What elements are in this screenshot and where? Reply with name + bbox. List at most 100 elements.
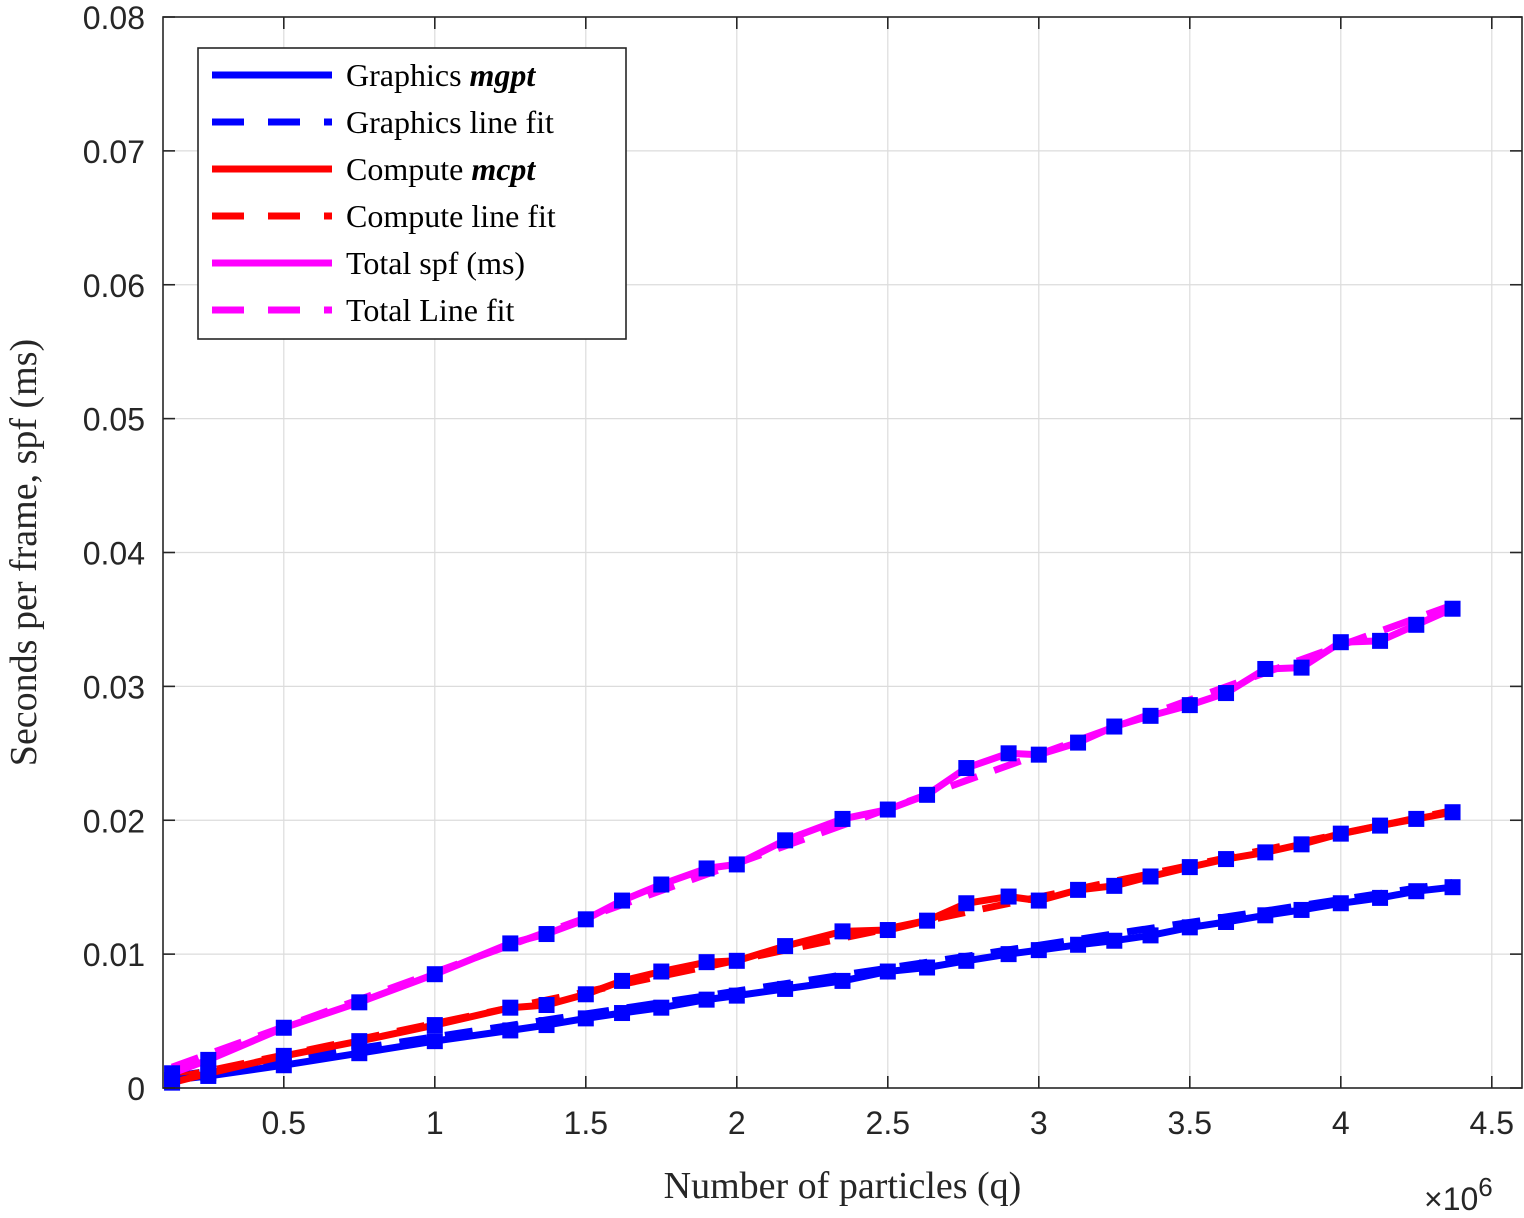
x-tick-label: 3.5 — [1168, 1105, 1212, 1141]
data-point — [426, 966, 443, 983]
data-point — [1218, 851, 1235, 868]
tick-labels: 0.5 1 1.5 2 2.5 3 3.5 4 4.5 0 0.01 0.02 0.03 0.04 0.05… — [83, 0, 1514, 1141]
data-point — [1181, 859, 1198, 876]
data-point — [1372, 817, 1389, 834]
data-point — [1106, 718, 1123, 735]
x-axis-multiplier: ×106 — [1424, 1172, 1493, 1217]
y-tick-label: 0.02 — [83, 803, 145, 839]
y-tick-label: 0 — [127, 1071, 145, 1107]
data-point — [698, 860, 715, 877]
data-point — [1106, 877, 1123, 894]
y-tick-label: 0.07 — [83, 134, 145, 170]
data-point — [1181, 697, 1198, 714]
data-point — [1293, 836, 1310, 853]
series-3 — [171, 807, 1454, 1082]
data-point — [1257, 844, 1274, 861]
data-point — [777, 832, 794, 849]
y-tick-label: 0.05 — [83, 402, 145, 438]
data-point — [879, 801, 896, 818]
legend-label: Graphics line fit — [346, 104, 554, 140]
data-point — [919, 786, 936, 803]
data-point — [1444, 804, 1461, 821]
x-tick-label: 2 — [728, 1105, 746, 1141]
data-point — [351, 1045, 368, 1062]
data-point — [1142, 927, 1159, 944]
legend: Graphics mgpt Graphics line fit Compute mc… — [197, 47, 627, 340]
legend-label: Total spf (ms) — [346, 245, 525, 281]
data-point — [879, 922, 896, 939]
x-axis-title: Number of particles (q) — [664, 1165, 1022, 1207]
legend-label: Graphics mgpt — [346, 57, 536, 93]
data-point — [1444, 879, 1461, 896]
legend-label-text: Compute — [346, 151, 471, 187]
data-point — [577, 986, 594, 1003]
fit-line — [171, 807, 1454, 1082]
data-point — [1218, 685, 1235, 702]
data-point — [426, 1017, 443, 1034]
series-1 — [171, 879, 1454, 1081]
data-point — [1372, 889, 1389, 906]
data-point — [1257, 907, 1274, 924]
x-axis-multiplier-base: ×10 — [1424, 1181, 1478, 1217]
data-point — [1372, 632, 1389, 649]
data-point — [1030, 892, 1047, 909]
data-point — [1257, 660, 1274, 677]
data-point — [698, 991, 715, 1008]
data-point — [200, 1065, 217, 1082]
data-point — [577, 911, 594, 928]
legend-label: Compute mcpt — [346, 151, 536, 187]
x-tick-label: 4 — [1332, 1105, 1350, 1141]
data-point — [1106, 932, 1123, 949]
data-point — [1000, 888, 1017, 905]
data-point — [834, 972, 851, 989]
legend-label: Total Line fit — [346, 292, 514, 328]
data-point — [1293, 901, 1310, 918]
y-tick-label: 0.01 — [83, 937, 145, 973]
data-point — [919, 912, 936, 929]
data-point — [1408, 883, 1425, 900]
data-point — [958, 952, 975, 969]
data-point — [1070, 936, 1087, 953]
data-point — [1293, 659, 1310, 676]
legend-label-emphasis: mgpt — [470, 57, 537, 93]
legend-label-text: Graphics — [346, 57, 470, 93]
legend-label-emphasis: mcpt — [471, 151, 536, 187]
data-point — [1030, 746, 1047, 763]
data-point — [275, 1047, 292, 1064]
x-tick-label: 0.5 — [262, 1105, 306, 1141]
data-point — [502, 1022, 519, 1039]
data-point — [1000, 745, 1017, 762]
data-point — [958, 895, 975, 912]
data-point — [1408, 810, 1425, 827]
y-tick-label: 0.03 — [83, 669, 145, 705]
data-point — [728, 856, 745, 873]
y-axis-title: Seconds per frame, spf (ms) — [3, 339, 45, 766]
data-point — [653, 876, 670, 893]
data-point — [538, 926, 555, 943]
data-point — [728, 987, 745, 1004]
x-tick-label: 1.5 — [564, 1105, 608, 1141]
data-point — [502, 935, 519, 952]
legend-label: Compute line fit — [346, 198, 556, 234]
x-tick-label: 4.5 — [1470, 1105, 1514, 1141]
data-lines — [164, 600, 1461, 1091]
data-point — [1142, 868, 1159, 885]
data-point — [577, 1010, 594, 1027]
x-axis-multiplier-exponent: 6 — [1478, 1172, 1492, 1202]
data-point — [1070, 881, 1087, 898]
x-tick-label: 3 — [1030, 1105, 1048, 1141]
data-point — [1332, 825, 1349, 842]
data-point — [958, 760, 975, 777]
data-point — [879, 963, 896, 980]
data-point — [1142, 707, 1159, 724]
data-point — [653, 963, 670, 980]
x-tick-label: 1 — [426, 1105, 444, 1141]
data-point — [777, 938, 794, 955]
data-point — [275, 1019, 292, 1036]
data-point — [698, 954, 715, 971]
data-point — [614, 1005, 631, 1022]
data-point — [351, 994, 368, 1011]
x-tick-label: 2.5 — [866, 1105, 910, 1141]
data-point — [502, 999, 519, 1016]
